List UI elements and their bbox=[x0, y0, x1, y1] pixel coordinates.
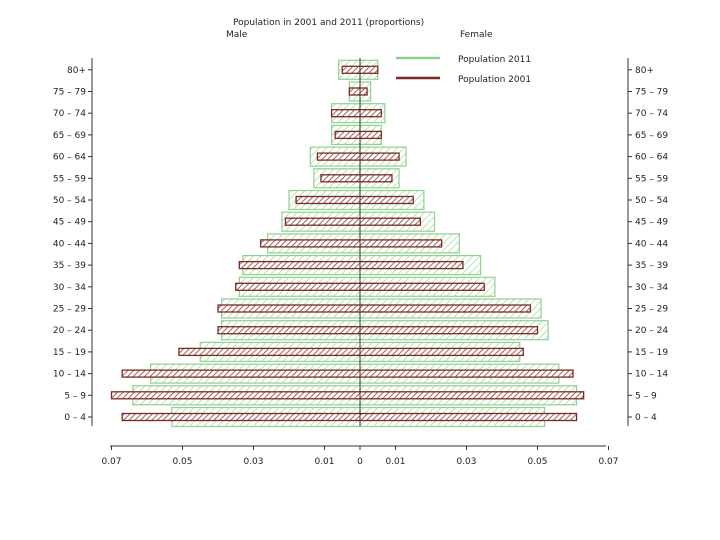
left-age-label-3: 15 – 19 bbox=[53, 348, 86, 358]
bar-2001-5 bbox=[217, 304, 532, 313]
right-age-label-15: 75 – 79 bbox=[635, 88, 668, 98]
legend: Population 2011 Population 2001 bbox=[396, 55, 531, 85]
right-age-label-5: 25 – 29 bbox=[635, 305, 668, 315]
x-tick-labels: 0.07 0.05 0.03 0.01 0 0.01 0.03 0.05 0.07 bbox=[101, 446, 619, 467]
bar-2001-15 bbox=[348, 87, 368, 96]
bar-2001-4 bbox=[217, 326, 539, 335]
left-age-label-15: 75 – 79 bbox=[53, 88, 86, 98]
right-age-label-13: 65 – 69 bbox=[635, 131, 668, 141]
x-tick-label-0: 0.07 bbox=[101, 457, 121, 467]
bar-2001-8 bbox=[259, 239, 443, 248]
right-age-label-2: 10 – 14 bbox=[635, 370, 668, 380]
x-tick-label-4: 0 bbox=[357, 457, 363, 467]
x-tick-label-3: 0.01 bbox=[314, 457, 334, 467]
left-age-label-8: 40 – 44 bbox=[53, 239, 86, 249]
x-tick-label-5: 0.01 bbox=[385, 457, 405, 467]
bar-2001-13 bbox=[334, 130, 382, 140]
right-age-label-6: 30 – 34 bbox=[635, 283, 668, 293]
bar-2001-10 bbox=[295, 195, 414, 205]
left-age-label-13: 65 – 69 bbox=[53, 131, 86, 141]
right-age-label-3: 15 – 19 bbox=[635, 348, 668, 358]
x-tick-label-6: 0.03 bbox=[456, 457, 476, 467]
bar-2001-2 bbox=[121, 369, 574, 378]
x-tick-label-1: 0.05 bbox=[172, 457, 192, 467]
left-age-label-5: 25 – 29 bbox=[53, 305, 86, 315]
bar-2001-7 bbox=[238, 260, 464, 270]
right-age-label-8: 40 – 44 bbox=[635, 239, 668, 249]
bar-2001-14 bbox=[330, 109, 382, 118]
left-age-label-6: 30 – 34 bbox=[53, 283, 86, 293]
left-age-label-11: 55 – 59 bbox=[53, 174, 86, 184]
left-age-label-1: 5 – 9 bbox=[64, 391, 86, 401]
left-age-label-7: 35 – 39 bbox=[53, 261, 86, 271]
right-age-label-14: 70 – 74 bbox=[635, 109, 668, 119]
right-age-label-12: 60 – 64 bbox=[635, 153, 668, 163]
x-tick-label-2: 0.03 bbox=[243, 457, 263, 467]
left-age-label-10: 50 – 54 bbox=[53, 196, 86, 206]
left-age-label-16: 80+ bbox=[67, 66, 86, 76]
bar-2001-9 bbox=[284, 217, 422, 226]
right-age-label-11: 55 – 59 bbox=[635, 174, 668, 184]
legend-label-2001: Population 2001 bbox=[458, 75, 531, 85]
right-age-label-1: 5 – 9 bbox=[635, 391, 657, 401]
left-age-label-4: 20 – 24 bbox=[53, 326, 86, 336]
bar-2001-0 bbox=[121, 412, 578, 422]
legend-label-2011: Population 2011 bbox=[458, 55, 531, 65]
bar-2001-1 bbox=[110, 391, 585, 400]
left-age-label-2: 10 – 14 bbox=[53, 370, 86, 380]
female-label: Female bbox=[460, 30, 493, 40]
bar-2001-3 bbox=[178, 347, 524, 357]
bars-group bbox=[110, 59, 585, 428]
right-age-label-0: 0 – 4 bbox=[635, 413, 657, 423]
left-age-label-14: 70 – 74 bbox=[53, 109, 86, 119]
right-age-label-16: 80+ bbox=[635, 66, 654, 76]
right-age-label-9: 45 – 49 bbox=[635, 218, 668, 228]
right-age-label-10: 50 – 54 bbox=[635, 196, 668, 206]
left-tick-labels: 0 – 4 5 – 9 10 – 14 15 – 19 20 – 24 25 – 29 30… bbox=[53, 66, 92, 423]
right-age-label-4: 20 – 24 bbox=[635, 326, 668, 336]
left-age-label-12: 60 – 64 bbox=[53, 153, 86, 163]
x-tick-label-7: 0.05 bbox=[527, 457, 547, 467]
left-age-label-0: 0 – 4 bbox=[64, 413, 86, 423]
right-tick-labels: 0 – 4 5 – 9 10 – 14 15 – 19 20 – 24 25 – 29 30… bbox=[628, 66, 668, 423]
male-label: Male bbox=[226, 30, 248, 40]
chart-title: Population in 2001 and 2011 (proportions… bbox=[233, 18, 424, 28]
bar-2001-11 bbox=[320, 174, 393, 183]
x-tick-label-8: 0.07 bbox=[598, 457, 618, 467]
left-age-label-9: 45 – 49 bbox=[53, 218, 86, 228]
right-age-label-7: 35 – 39 bbox=[635, 261, 668, 271]
bar-2001-12 bbox=[316, 152, 400, 161]
